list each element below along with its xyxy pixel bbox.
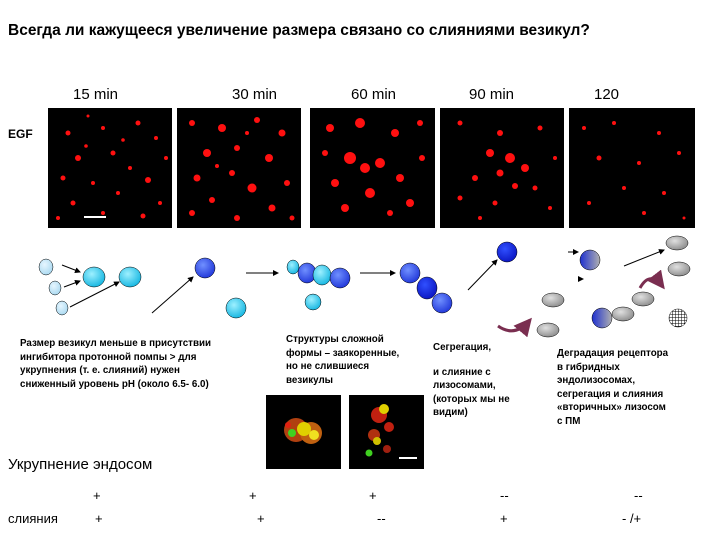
acidified-endosome <box>329 267 351 289</box>
timepoint-label: 60 min <box>351 86 397 103</box>
arrow-icon <box>61 264 81 273</box>
lysosome <box>665 235 689 251</box>
row-label-egf: EGF <box>8 127 33 141</box>
late-endosome <box>496 241 518 263</box>
timepoint-label: 120 <box>594 86 620 103</box>
coarsening-mark: -- <box>634 488 643 503</box>
arrow-icon <box>69 281 120 308</box>
endolysosome <box>591 307 613 329</box>
fusion-mark: + <box>257 511 265 526</box>
timepoint-label: 30 min <box>232 86 278 103</box>
acidified-endosome <box>431 292 453 314</box>
lysosome <box>541 292 565 308</box>
vesicle-diagram <box>38 235 691 338</box>
arrow-icon <box>63 279 81 288</box>
caption-receptor-degradation: Деградация рецептора в гибридных эндолизо… <box>557 348 669 427</box>
coarsening-label: Укрупнение эндосом <box>8 456 153 473</box>
endolysosome <box>579 249 601 271</box>
caption-segregation: Сегрегация, и слияние с лизосомами, (котор… <box>433 342 510 418</box>
fusion-mark: -- <box>377 511 386 526</box>
early-endosome <box>82 266 106 288</box>
micrograph-dots <box>582 121 686 220</box>
lysosome <box>631 291 655 307</box>
acidified-endosome <box>194 257 216 279</box>
small-vesicle <box>286 259 300 275</box>
micrograph-120min <box>569 108 695 228</box>
early-endosome <box>118 266 142 288</box>
fusion-mark: + <box>95 511 103 526</box>
degraded-vesicle <box>668 308 688 328</box>
fusion-label: слияния <box>8 511 58 526</box>
acidified-endosome <box>399 262 421 284</box>
curved-arrow-icon <box>638 269 665 290</box>
micrograph-30min <box>177 108 301 228</box>
late-endosome <box>416 276 438 300</box>
caption-complex-structures: Структуры сложной формы – заякоренные, но … <box>286 334 400 386</box>
coarsening-mark: + <box>93 488 101 503</box>
micrograph-90min <box>440 108 564 228</box>
early-endosome <box>225 297 247 319</box>
arrow-icon <box>467 259 498 291</box>
micrograph-60min <box>310 108 435 228</box>
timepoint-label: 15 min <box>73 86 119 103</box>
small-vesicle <box>48 280 62 296</box>
small-vesicle <box>38 258 54 276</box>
caption-vesicle-size: Размер везикул меньше в присутствии ингиб… <box>20 338 212 390</box>
arrow-icon <box>623 249 665 267</box>
lysosome <box>536 322 560 338</box>
early-endosome <box>312 264 332 286</box>
micrograph-dots <box>322 118 425 216</box>
small-vesicle <box>55 300 69 316</box>
micrograph-dots <box>457 120 557 220</box>
fusion-mark: + <box>500 511 508 526</box>
fusion-mark: - /+ <box>622 511 642 526</box>
colocalization-dots <box>365 404 417 459</box>
curved-arrow-icon <box>497 317 532 338</box>
lysosome <box>611 306 635 322</box>
micrograph-15min <box>48 108 172 228</box>
colocalization-image-1 <box>266 395 341 469</box>
timepoint-label: 90 min <box>469 86 515 103</box>
coarsening-mark: -- <box>500 488 509 503</box>
arrow-icon <box>151 276 194 314</box>
early-endosome <box>304 293 322 311</box>
coarsening-mark: + <box>369 488 377 503</box>
lysosome <box>667 261 691 277</box>
micrograph-dots <box>189 117 295 221</box>
coarsening-mark: + <box>249 488 257 503</box>
colocalization-image-2 <box>349 395 424 469</box>
micrograph-dots <box>56 114 168 220</box>
colocalization-dots <box>284 418 322 444</box>
page-title: Всегда ли кажущееся увеличение размера с… <box>8 22 590 39</box>
